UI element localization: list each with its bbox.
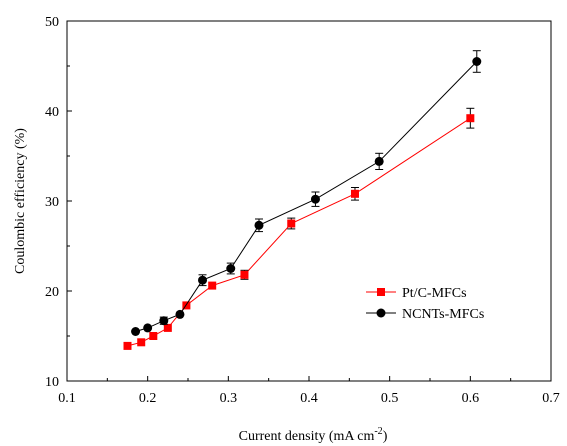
axis-ticks: 0.1 0.2 0.3 0.4 0.5 0.6 0.7 10 20 30 40 50 bbox=[45, 15, 560, 406]
x-axis-label: Current density (mA cm-2) bbox=[239, 426, 388, 444]
data-point bbox=[287, 219, 296, 228]
axes bbox=[66, 20, 552, 382]
data-point bbox=[175, 309, 185, 319]
data-point bbox=[350, 189, 359, 198]
data-point bbox=[254, 220, 264, 230]
legend-label: NCNTs-MFCs bbox=[402, 307, 484, 322]
x-tick-label: 0.2 bbox=[139, 391, 157, 406]
x-axis-label-main: Current density (mA cm bbox=[239, 429, 375, 444]
data-point bbox=[149, 332, 158, 340]
y-tick-label: 50 bbox=[45, 15, 59, 30]
x-axis-label-suffix: ) bbox=[383, 429, 388, 444]
data-point bbox=[374, 156, 384, 166]
x-tick-label: 0.4 bbox=[300, 391, 318, 406]
legend-label: Pt/C-MFCs bbox=[402, 286, 467, 301]
data-point bbox=[240, 270, 249, 279]
x-axis-label-superscript: -2 bbox=[374, 426, 382, 437]
y-tick-label: 40 bbox=[45, 105, 59, 120]
series-ncnts-mfcs bbox=[131, 50, 482, 336]
legend-marker bbox=[376, 308, 386, 318]
data-point bbox=[131, 327, 141, 336]
y-tick-label: 30 bbox=[45, 195, 59, 210]
x-tick-label: 0.1 bbox=[58, 391, 76, 406]
legend: Pt/C-MFCs NCNTs-MFCs bbox=[366, 286, 484, 322]
y-tick-label: 10 bbox=[45, 375, 59, 390]
data-point bbox=[466, 114, 475, 123]
legend-item: Pt/C-MFCs bbox=[366, 286, 467, 301]
series-line bbox=[127, 117, 471, 347]
data-point bbox=[226, 264, 236, 273]
y-axis-label: Coulombic efficiency (%) bbox=[13, 128, 28, 274]
data-point bbox=[198, 275, 208, 285]
x-tick-label: 0.3 bbox=[220, 391, 238, 406]
x-tick-label: 0.7 bbox=[542, 391, 560, 406]
data-point bbox=[163, 323, 172, 332]
legend-item: NCNTs-MFCs bbox=[366, 307, 484, 322]
data-point bbox=[310, 194, 320, 204]
data-series bbox=[123, 50, 482, 350]
data-point bbox=[123, 341, 132, 350]
y-tick-label: 20 bbox=[45, 285, 59, 300]
data-point bbox=[159, 316, 169, 326]
data-point bbox=[137, 338, 146, 347]
plot-frame bbox=[66, 20, 552, 382]
legend-marker bbox=[377, 288, 385, 296]
x-tick-label: 0.5 bbox=[381, 391, 399, 406]
data-point bbox=[472, 57, 482, 66]
data-point bbox=[208, 281, 217, 290]
data-point bbox=[143, 323, 153, 333]
x-tick-label: 0.6 bbox=[462, 391, 480, 406]
series-line bbox=[135, 61, 478, 332]
